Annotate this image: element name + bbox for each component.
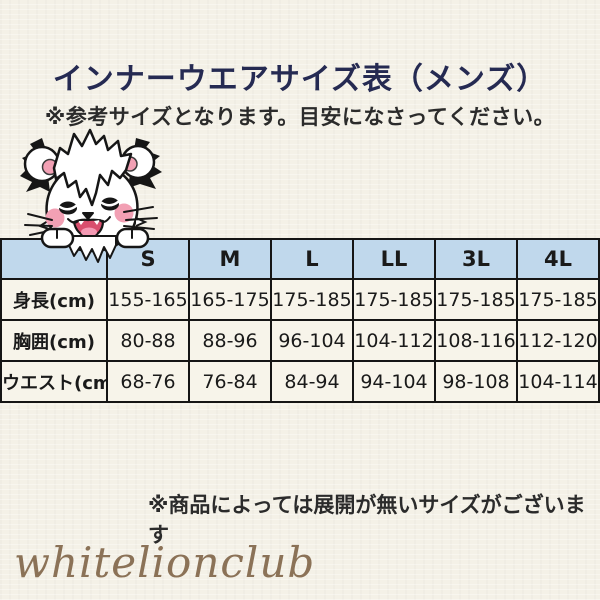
table-row-chest: 胸囲(cm) 80-88 88-96 96-104 104-112 108-11… [0,319,600,362]
row-label-waist: ウエスト(cm) [0,360,108,403]
row-label-height: 身長(cm) [0,278,108,321]
height-cell-3l: 175-185 [434,278,518,321]
height-cell-s: 155-165 [106,278,190,321]
size-column-header-3l: 3L [434,238,518,280]
chest-cell-4l: 112-120 [516,319,600,362]
availability-footnote: ※商品によっては展開が無いサイズがございます [148,493,586,547]
row-label-chest: 胸囲(cm) [0,319,108,362]
waist-cell-3l: 98-108 [434,360,518,403]
waist-cell-4l: 104-114 [516,360,600,403]
page-subtitle: ※参考サイズとなります。目安になさってください。 [44,105,556,129]
size-table: S M L LL 3L 4L 身長(cm) 155-165 165-175 17… [0,238,600,403]
chest-cell-s: 80-88 [106,319,190,362]
waist-cell-ll: 94-104 [352,360,436,403]
size-column-header-m: M [188,238,272,280]
chest-cell-3l: 108-116 [434,319,518,362]
height-cell-m: 165-175 [188,278,272,321]
table-row-waist: ウエスト(cm) 68-76 76-84 84-94 94-104 98-108… [0,360,600,403]
height-cell-l: 175-185 [270,278,354,321]
waist-cell-l: 84-94 [270,360,354,403]
page-title: インナーウエアサイズ表（メンズ） [52,62,548,97]
shop-watermark: whitelionclub [14,538,316,587]
height-cell-ll: 175-185 [352,278,436,321]
size-column-header-ll: LL [352,238,436,280]
table-row-height: 身長(cm) 155-165 165-175 175-185 175-185 1… [0,278,600,321]
waist-cell-m: 76-84 [188,360,272,403]
chest-cell-m: 88-96 [188,319,272,362]
chest-cell-l: 96-104 [270,319,354,362]
height-cell-4l: 175-185 [516,278,600,321]
white-lion-cub-mascot-icon [20,128,162,263]
size-column-header-4l: 4L [516,238,600,280]
waist-cell-s: 68-76 [106,360,190,403]
size-column-header-l: L [270,238,354,280]
chest-cell-ll: 104-112 [352,319,436,362]
